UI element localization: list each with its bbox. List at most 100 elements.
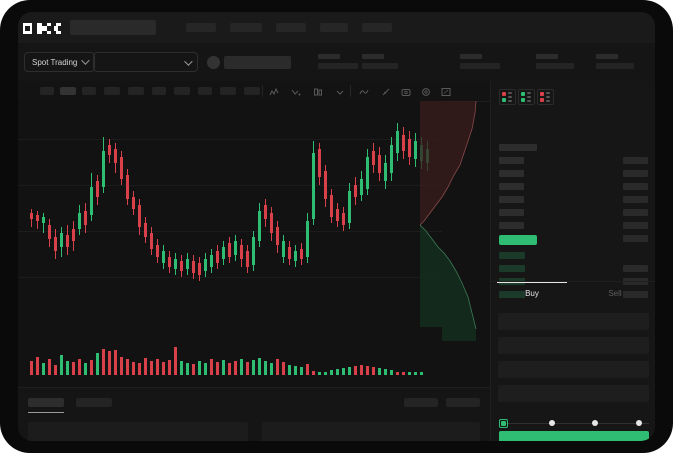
slider-step-2[interactable] [592,420,598,426]
candlestick-chart[interactable] [18,101,442,327]
slider-step-3[interactable] [635,420,642,426]
trading-pair-selector[interactable] [93,52,198,72]
candle-body [396,131,399,153]
tab-buy[interactable]: Buy [525,289,539,298]
timeframe-7[interactable] [174,87,190,95]
okx-logo[interactable] [23,23,63,34]
global-search-input[interactable] [70,20,156,35]
bottom-content-right [262,422,480,441]
volume-bar [420,372,423,375]
timeframe-10[interactable] [244,87,260,95]
stat-24h-low [536,54,574,69]
timeframe-1[interactable] [40,87,54,95]
volume-bar [42,363,45,375]
timeframe-8[interactable] [198,87,212,95]
total-field[interactable] [498,361,649,378]
candle-body [192,261,195,273]
nav-item-4[interactable] [320,23,348,32]
slider-handle[interactable] [499,419,508,428]
volume-bar [192,364,195,375]
stat-last-price-label [318,54,340,59]
submit-order-button[interactable] [499,431,649,441]
volume-bar [48,359,51,375]
volume-bar [102,349,105,375]
slider-track [503,423,649,424]
candle-body [168,257,171,267]
volume-bar [324,372,327,375]
volume-bar [282,362,285,375]
market-depth-overlay [418,101,490,341]
timeframe-3[interactable] [82,87,96,95]
candle-body [378,155,381,173]
timeframe-4[interactable] [104,87,120,95]
volume-bar [354,366,357,375]
market-mode-selector[interactable]: Spot Trading [24,52,96,72]
stat-last-price [318,54,358,69]
fullscreen-icon[interactable] [440,85,452,97]
volume-bar [90,360,93,375]
nav-item-3[interactable] [276,23,306,32]
orderbook-bid-price [499,265,525,272]
bottom-action-1[interactable] [404,398,438,407]
timeframe-6[interactable] [152,87,166,95]
orderbook-ask-size [623,196,648,203]
candle-body [360,179,363,195]
volume-bar [108,351,111,375]
compare-icon[interactable] [312,85,324,97]
candle-body [90,187,93,215]
candle-body [336,209,339,221]
ruler-icon[interactable] [380,85,392,97]
volume-bar [126,359,129,375]
orderbook-mode-asks[interactable] [537,89,554,105]
candle-body [342,213,345,225]
candle-body [210,255,213,267]
candle-body [390,145,393,173]
orderbook-mode-bids[interactable] [518,89,535,105]
candle-body [384,163,387,181]
candle-body [294,251,297,261]
extra-field[interactable] [498,385,649,402]
settings-icon[interactable] [420,85,432,97]
volume-bar [30,361,33,375]
amount-percent-slider[interactable] [499,419,649,428]
candle-body [138,205,141,227]
chevron-down-icon[interactable] [334,85,346,97]
volume-bar [228,363,231,375]
volume-bar [174,347,177,375]
amount-field[interactable] [498,337,649,354]
volume-bar [222,360,225,375]
bottom-action-2[interactable] [446,398,480,407]
volume-bar [306,364,309,375]
orderbook-mode-both[interactable] [499,89,516,105]
candle-body [162,251,165,263]
volume-bar [336,369,339,375]
orderbook-ask-price [499,183,524,190]
candle-body [324,171,327,199]
timeframe-2[interactable] [60,87,76,95]
timeframe-9[interactable] [220,87,236,95]
orderbook-bid-size [623,291,648,298]
toolbar-divider [262,85,263,97]
nav-item-1[interactable] [186,23,216,32]
timeframe-5[interactable] [128,87,144,95]
orderbook-ask-price [499,209,524,216]
candle-body [330,195,333,217]
bottom-tab-open-orders[interactable] [28,398,64,407]
nav-item-2[interactable] [230,23,262,32]
candle-body [408,139,411,157]
camera-icon[interactable] [400,85,412,97]
slider-step-1[interactable] [548,420,555,426]
candlestick-chart-icon[interactable] [268,85,280,97]
stat-24h-volume [596,54,634,69]
volume-bar [396,372,399,375]
tab-sell[interactable]: Sell [608,289,622,298]
pair-coin-avatar [207,56,220,69]
bottom-tab-order-history[interactable] [76,398,112,407]
orderbook-ask-price [499,170,524,177]
candle-body [246,251,249,267]
indicator-icon[interactable] [290,85,302,97]
price-field[interactable] [498,313,649,330]
nav-item-5[interactable] [362,23,392,32]
line-chart-icon[interactable] [358,85,370,97]
